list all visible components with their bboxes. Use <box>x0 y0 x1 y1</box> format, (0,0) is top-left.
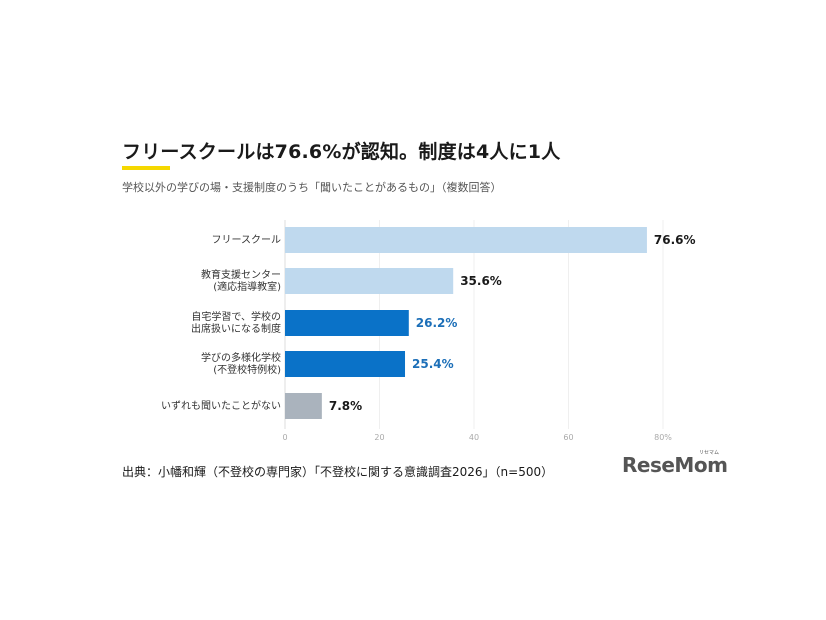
bar <box>285 268 454 294</box>
chart-subtitle: 学校以外の学びの場・支援制度のうち「聞いたことがあるもの」（複数回答） <box>122 181 502 194</box>
category-label: いずれも聞いたことがない <box>161 399 281 412</box>
value-label: 7.8% <box>329 399 362 413</box>
value-label: 76.6% <box>654 233 696 247</box>
title-accent-bar <box>122 166 170 170</box>
category-label: (不登校特例校) <box>213 363 281 376</box>
x-tick-label: 0 <box>282 433 287 442</box>
value-label: 26.2% <box>416 316 458 330</box>
bar <box>285 351 406 377</box>
category-label: 出席扱いになる制度 <box>191 322 281 335</box>
x-tick-label: 60 <box>563 433 573 442</box>
category-label: 自宅学習で、学校の <box>191 310 281 323</box>
bar <box>285 393 322 419</box>
bar <box>285 310 409 336</box>
resemom-logo[interactable]: ReseMom <box>622 453 728 477</box>
category-label: 学びの多様化学校 <box>201 351 281 364</box>
x-tick-label: 40 <box>469 433 479 442</box>
resemom-logo-kana: リセマム <box>699 450 720 456</box>
source-note: 出典：小幡和輝（不登校の専門家）「不登校に関する意識調査2026」（n=500） <box>122 465 554 479</box>
category-label: (適応指導教室) <box>213 280 281 293</box>
bar <box>285 227 647 253</box>
category-label: フリースクール <box>212 234 282 246</box>
value-label: 35.6% <box>460 274 502 288</box>
category-label: 教育支援センター <box>201 268 281 281</box>
x-tick-label: 80% <box>654 433 672 442</box>
chart-title: フリースクールは76.6%が認知。制度は4人に1人 <box>122 141 561 163</box>
value-label: 25.4% <box>412 357 454 371</box>
x-tick-label: 20 <box>374 433 384 442</box>
